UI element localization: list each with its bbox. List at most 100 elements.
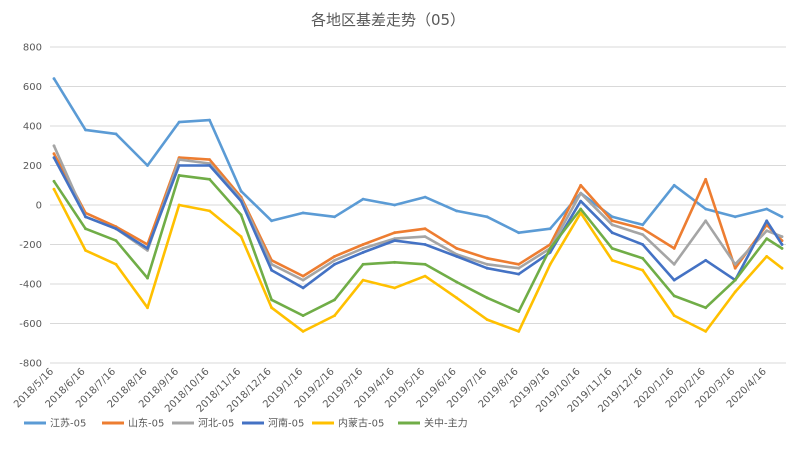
data-point <box>641 223 645 227</box>
data-point <box>114 239 118 243</box>
data-point <box>672 183 676 187</box>
y-tick-label: 400 <box>23 122 42 133</box>
data-point <box>208 164 212 167</box>
data-point <box>517 310 521 313</box>
data-point <box>208 209 212 213</box>
data-point <box>672 278 676 282</box>
data-point <box>333 262 336 266</box>
data-point <box>361 262 365 266</box>
series-group <box>52 187 784 333</box>
data-point <box>704 207 708 211</box>
data-point <box>548 227 552 231</box>
data-point <box>146 276 149 280</box>
y-tick-label: -800 <box>19 359 42 370</box>
data-point <box>579 183 583 187</box>
legend-label: 河南-05 <box>268 417 304 430</box>
data-point <box>485 318 489 321</box>
data-point <box>517 266 521 270</box>
data-point <box>270 268 273 272</box>
data-point <box>765 219 769 223</box>
data-point <box>455 209 458 213</box>
data-point <box>780 247 784 250</box>
data-point <box>423 243 427 246</box>
data-point <box>239 189 243 193</box>
data-point <box>704 258 708 262</box>
data-point <box>733 266 737 270</box>
legend-item[interactable]: 江苏-05 <box>24 417 86 430</box>
series-group <box>52 174 784 317</box>
legend-item[interactable]: 内蒙古-05 <box>312 417 384 430</box>
data-point <box>733 215 737 219</box>
data-point <box>517 330 521 333</box>
data-point <box>579 211 583 215</box>
data-point <box>393 231 396 235</box>
data-point <box>52 144 56 148</box>
data-point <box>301 314 305 317</box>
data-point <box>610 219 614 223</box>
data-point <box>765 255 769 258</box>
data-point <box>301 274 305 278</box>
data-point <box>579 191 583 195</box>
data-point <box>485 256 489 260</box>
y-tick-label: 200 <box>23 161 42 172</box>
data-point <box>517 272 521 276</box>
data-point <box>52 152 56 156</box>
legend-label: 内蒙古-05 <box>338 417 384 430</box>
data-point <box>361 251 365 254</box>
legend-label: 关中-主力 <box>424 417 468 430</box>
data-point <box>579 199 583 203</box>
legend-item[interactable]: 河北-05 <box>172 418 234 430</box>
data-point <box>455 296 458 300</box>
data-point <box>485 266 489 270</box>
data-point <box>177 174 181 177</box>
data-point <box>177 203 181 207</box>
data-point <box>301 286 305 290</box>
data-point <box>270 262 273 266</box>
data-point <box>610 223 614 227</box>
data-point <box>610 215 614 219</box>
legend-label: 河北-05 <box>198 418 234 430</box>
data-point <box>333 215 336 219</box>
legend-item[interactable]: 关中-主力 <box>398 417 468 430</box>
data-point <box>610 231 614 235</box>
legend-item[interactable]: 河南-05 <box>242 417 304 430</box>
data-point <box>270 219 273 223</box>
data-point <box>423 195 427 199</box>
data-point <box>114 262 118 266</box>
data-point <box>333 314 336 317</box>
x-axis: 2018/5/162018/6/162018/7/162018/8/162018… <box>12 366 769 415</box>
series-group <box>52 156 784 290</box>
data-point <box>52 156 56 160</box>
data-point <box>146 164 149 167</box>
data-point <box>423 274 427 278</box>
y-tick-label: -600 <box>19 319 42 330</box>
data-point <box>84 215 87 219</box>
y-axis: -800 -600 -400 -200 0 200 400 600 800 <box>19 43 42 370</box>
data-point <box>208 177 212 181</box>
data-point <box>423 227 427 231</box>
data-point <box>485 215 489 219</box>
y-tick-label: -400 <box>19 280 42 291</box>
data-point <box>704 219 708 223</box>
data-point <box>393 239 396 243</box>
data-point <box>672 247 676 250</box>
data-point <box>780 243 784 246</box>
data-point <box>765 237 769 241</box>
legend-item[interactable]: 山东-05 <box>102 417 164 430</box>
data-point <box>52 187 56 191</box>
data-point <box>52 179 56 183</box>
data-point <box>765 229 769 233</box>
data-point <box>641 243 645 246</box>
gridlines <box>50 46 786 364</box>
data-point <box>579 207 583 211</box>
data-point <box>239 213 243 217</box>
data-point <box>704 306 708 310</box>
data-point <box>239 235 243 239</box>
legend: 江苏-05 山东-05 河北-05 河南-05 内蒙古-05 关中-主力 <box>24 417 468 430</box>
data-point <box>423 235 427 239</box>
data-point <box>393 237 396 241</box>
y-tick-label: 800 <box>23 43 42 54</box>
data-point <box>84 227 87 231</box>
legend-label: 山东-05 <box>128 417 164 430</box>
